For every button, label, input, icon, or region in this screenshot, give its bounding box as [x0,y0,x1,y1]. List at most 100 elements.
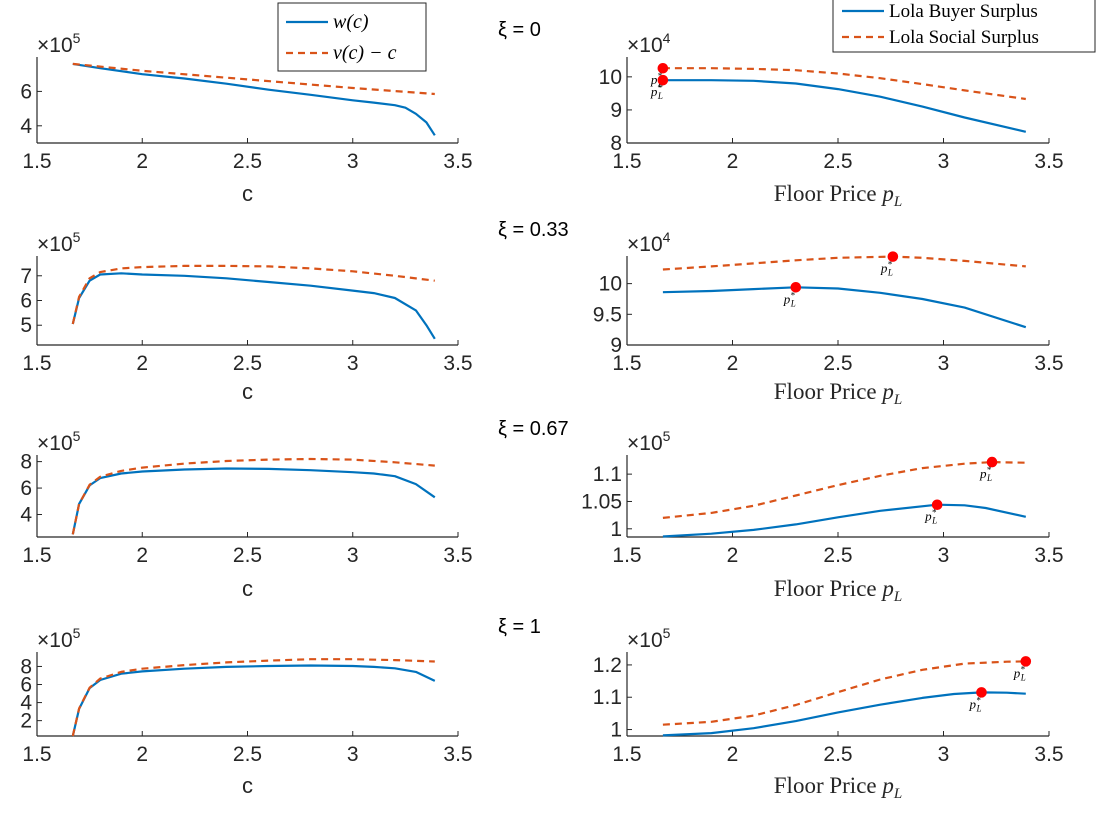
x-tick-label: 2.5 [823,544,852,567]
y-axis-multiplier: ×105 [37,428,81,455]
y-tick-label: 6 [20,477,32,500]
x-tick-label: 3 [347,150,359,173]
x-tick-label: 2 [727,544,739,567]
legends: w(c) v(c) − c Lola Buyer Surplus Lola Socia… [277,0,1096,72]
series-line-dashed [71,658,435,737]
panel-row3-right: 1.5 2 2.5 3 3.5 1 1.05 1.1×105 Floor Price pL p* L… [581,428,1063,605]
y-tick-label: 1.1 [593,463,622,486]
x-axis-label: Floor Price pL [774,576,902,605]
y-tick-label: 2 [20,710,32,733]
x-tick-label: 2 [136,743,148,766]
x-tick-label: 3.5 [443,544,472,567]
x-tick-label: 2.5 [233,352,262,375]
optimum-annotation: p*L [924,508,937,526]
x-tick-label: 3.5 [1034,743,1063,766]
panel-row1-left: 1.5 2 2.5 3 3.5 4 6×105 c [20,30,472,206]
y-tick-label: 7 [20,265,32,288]
x-axis-label: Floor Price pL [774,773,902,802]
x-tick-label: 3.5 [1034,150,1063,173]
series-line-solid [71,467,436,535]
x-axis-label: c [242,773,253,798]
series-line-solid [662,503,1027,538]
y-axis-multiplier: ×105 [627,625,671,652]
legend-label: Lola Buyer Surplus [889,1,1038,22]
y-tick-label: 10 [599,66,622,89]
series-line-dashed [71,264,435,325]
x-tick-label: 3.5 [1034,352,1063,375]
x-tick-label: 2.5 [233,743,262,766]
x-tick-label: 3 [938,544,950,567]
optimum-annotation: p*L [979,465,992,483]
y-tick-label: 6 [20,80,32,103]
panel-title: ξ = 0 [498,19,541,41]
y-tick-label: 4 [20,115,32,138]
x-tick-label: 3.5 [443,743,472,766]
y-tick-label: 1.1 [593,686,622,709]
x-tick-label: 2 [136,150,148,173]
y-tick-label: 1 [610,518,622,541]
x-tick-label: 1.5 [22,743,51,766]
panel-row2-right: 1.5 2 2.5 3 3.5 9 9.5 10×104 Floor Price pL p* L p*… [593,229,1064,408]
optimum-annotation: p*L [783,290,796,308]
series-line-dashed [71,457,435,535]
y-axis-multiplier: ×105 [627,428,671,455]
x-axis-label: Floor Price pL [774,181,902,210]
y-tick-label: 1 [610,719,622,742]
series-line-dashed [662,255,1026,271]
y-tick-label: 5 [20,314,32,337]
y-tick-label: 9 [610,334,622,357]
x-tick-label: 3 [347,352,359,375]
x-tick-label: 3 [938,743,950,766]
optimum-annotation: p*L [650,83,663,101]
legend-box [277,2,427,72]
right-legend: Lola Buyer Surplus Lola Social Surplus [832,0,1096,53]
y-axis-multiplier: ×104 [627,30,671,57]
y-tick-label: 10 [599,273,622,296]
x-tick-label: 1.5 [22,544,51,567]
y-tick-label: 4 [20,692,32,715]
panel-row2-left: 1.5 2 2.5 3 3.5 567×105 c [20,229,472,404]
legend-box [832,0,1096,53]
series-line-solid [662,691,1026,737]
x-tick-label: 1.5 [612,352,641,375]
optimum-marker [887,251,899,262]
x-tick-label: 1.5 [612,544,641,567]
optimum-marker [657,62,669,74]
y-axis-multiplier: ×105 [37,625,81,652]
y-axis-multiplier: ×105 [37,229,81,256]
x-tick-label: 1.5 [22,150,51,173]
y-tick-label: 9.5 [593,303,622,326]
series-line-solid [71,664,436,737]
legend-label: w(c) [333,11,369,33]
x-tick-label: 3 [938,352,950,375]
x-tick-label: 1.5 [22,352,51,375]
optimum-annotation: p*L [968,695,981,713]
x-axis-label: c [242,181,253,206]
series-line-dashed [662,660,1026,726]
panel-title: ξ = 1 [498,616,541,638]
panel-row4-right: 1.5 2 2.5 3 3.5 1 1.1 1.2×105 Floor Price pL p* L p… [593,625,1064,802]
x-axis-label: Floor Price pL [774,379,902,408]
x-tick-label: 2 [727,352,739,375]
x-tick-label: 3.5 [1034,544,1063,567]
optimum-marker [976,687,987,698]
y-tick-label: 8 [20,451,32,474]
x-axis-label: c [242,576,253,601]
legend-label: v(c) − c [333,42,397,64]
x-tick-label: 2.5 [823,352,852,375]
series-line-solid [662,286,1027,329]
panel-titles: ξ = 0 ξ = 0.33 ξ = 0.67 ξ = 1 [498,19,569,638]
series-line-solid [72,62,436,136]
y-axis-multiplier: ×104 [627,229,671,256]
x-tick-label: 2 [727,150,739,173]
optimum-marker [986,456,998,468]
optimum-marker [931,499,943,511]
y-axis-multiplier: ×105 [37,30,81,57]
series-line-solid [71,272,436,340]
x-tick-label: 2.5 [233,544,262,567]
optimum-marker [790,282,802,293]
x-tick-label: 2 [727,743,739,766]
